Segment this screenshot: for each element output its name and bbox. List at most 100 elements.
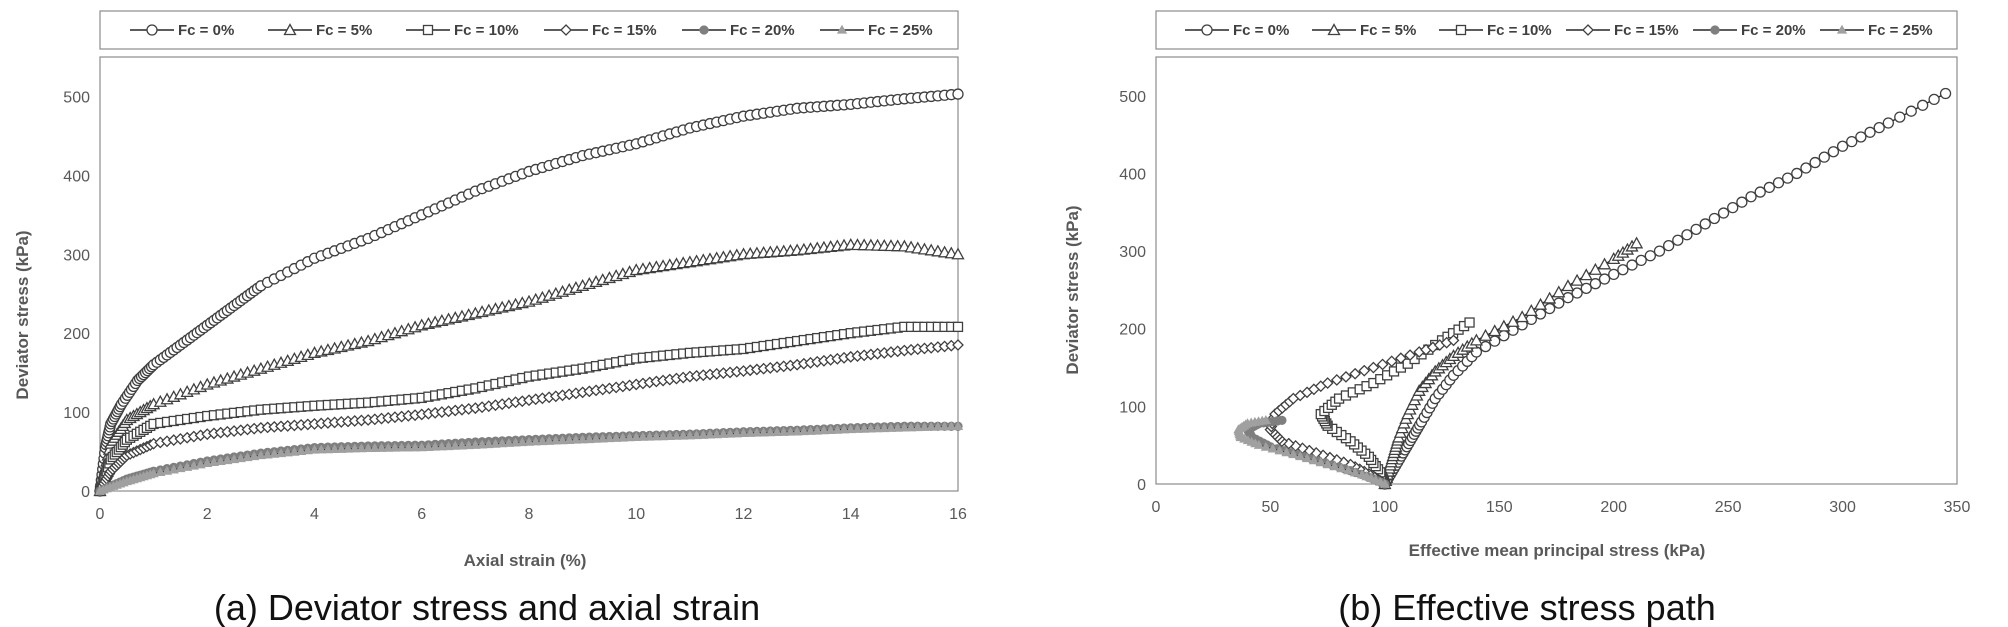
data-point	[778, 426, 789, 436]
data-point	[537, 436, 548, 446]
data-point	[316, 444, 327, 454]
data-point	[952, 321, 964, 333]
x-tick-label: 200	[1600, 499, 1627, 516]
data-point	[222, 455, 233, 465]
data-point	[1281, 447, 1292, 457]
data-point	[718, 428, 729, 438]
data-point	[1644, 250, 1656, 262]
y-tick-label: 300	[1119, 244, 1146, 261]
data-point	[872, 423, 883, 433]
data-point	[430, 441, 441, 451]
data-point	[389, 442, 401, 452]
data-point	[838, 424, 850, 434]
data-point	[631, 432, 642, 441]
data-point	[899, 422, 910, 432]
data-point	[1478, 328, 1493, 341]
data-point	[1358, 364, 1371, 377]
data-point	[818, 425, 830, 435]
data-point	[322, 444, 334, 454]
data-point	[168, 464, 179, 474]
legend-label: Fc = 25%	[868, 22, 933, 39]
data-point	[1772, 177, 1785, 189]
data-point	[1894, 111, 1906, 123]
data-point	[1552, 285, 1566, 298]
data-point	[309, 444, 320, 454]
data-point	[1690, 223, 1702, 236]
data-point	[1836, 140, 1849, 152]
data-point	[1626, 259, 1638, 271]
x-tick-label: 12	[735, 506, 753, 523]
data-point	[691, 430, 702, 440]
data-point	[1754, 186, 1766, 198]
data-point	[1330, 374, 1343, 386]
legend-label: Fc = 25%	[1868, 22, 1933, 39]
data-point	[249, 451, 260, 461]
data-point	[517, 437, 528, 447]
data-point	[919, 421, 930, 431]
data-point	[1873, 121, 1885, 134]
data-point	[1571, 287, 1583, 299]
data-point	[1717, 207, 1730, 219]
y-tick-label: 400	[1119, 166, 1146, 183]
data-point	[711, 429, 722, 439]
legend-marker	[1710, 25, 1720, 35]
legend-label: Fc = 0%	[1233, 22, 1289, 39]
x-tick-label: 16	[949, 506, 967, 523]
x-tick-label: 0	[1152, 499, 1161, 516]
data-point	[1469, 333, 1483, 346]
data-point	[657, 431, 669, 441]
data-point	[1846, 135, 1858, 148]
data-point	[952, 420, 964, 430]
data-point	[1928, 93, 1940, 106]
data-point	[443, 441, 454, 451]
data-point	[356, 443, 367, 453]
y-tick-label: 200	[63, 326, 90, 343]
y-tick-label: 500	[1119, 89, 1146, 106]
data-point	[852, 423, 863, 433]
y-tick-label: 100	[1119, 399, 1146, 416]
legend-label: Fc = 5%	[1360, 22, 1416, 39]
data-point	[182, 461, 193, 471]
legend-marker	[1327, 23, 1341, 36]
data-point	[1917, 99, 1929, 111]
x-tick-label: 14	[842, 506, 860, 523]
data-point	[1277, 415, 1287, 425]
data-point	[1447, 334, 1460, 347]
data-point	[503, 437, 515, 447]
data-point	[1394, 352, 1407, 365]
data-point	[926, 421, 937, 431]
data-point	[423, 441, 434, 451]
legend-marker	[146, 24, 158, 36]
data-point	[845, 424, 856, 434]
data-point	[262, 449, 273, 459]
data-point	[436, 441, 447, 451]
data-point	[1404, 349, 1416, 362]
data-point	[1727, 201, 1739, 214]
y-tick-label: 100	[63, 405, 90, 422]
x-tick-label: 50	[1262, 499, 1280, 516]
data-point	[510, 437, 521, 447]
data-point	[932, 421, 944, 431]
data-point	[805, 425, 816, 435]
x-tick-label: 0	[96, 506, 105, 523]
data-point	[624, 432, 635, 442]
data-point	[812, 425, 823, 435]
data-point	[879, 423, 890, 433]
chart-b-ylabel: Deviator stress (kPa)	[1063, 205, 1082, 374]
data-point	[450, 440, 461, 450]
data-point	[637, 431, 649, 441]
data-point	[476, 439, 488, 449]
legend-marker	[699, 25, 709, 35]
data-point	[1288, 449, 1299, 459]
data-point	[1681, 229, 1693, 241]
data-point	[617, 432, 628, 442]
legend-label: Fc = 15%	[592, 22, 657, 39]
data-point	[952, 339, 964, 351]
data-point	[1267, 443, 1278, 453]
data-point	[1882, 117, 1894, 129]
data-point	[1809, 156, 1821, 169]
data-point	[282, 447, 293, 457]
chart-a-plot-area	[99, 56, 959, 492]
x-tick-label: 350	[1944, 499, 1971, 516]
chart-b-xlabel: Effective mean principal stress (kPa)	[1409, 541, 1706, 560]
